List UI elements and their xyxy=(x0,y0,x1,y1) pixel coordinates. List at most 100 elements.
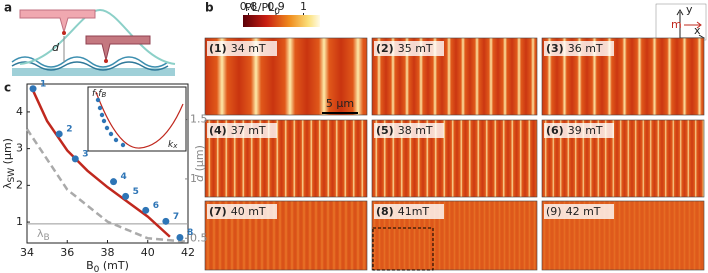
inset-point xyxy=(120,142,126,148)
y-tick-label: 3 xyxy=(16,142,23,155)
colorbar-tick-label: 0.8 xyxy=(240,0,258,13)
d_curve-curve xyxy=(25,128,189,244)
axis-y-label: y xyxy=(686,3,693,16)
inset-y-label: f-fB xyxy=(92,89,106,100)
y-tick-label: 4 xyxy=(16,105,23,118)
image-label-box xyxy=(544,41,614,56)
y2-axis-label-main: d xyxy=(193,174,206,182)
image-field: 41mT xyxy=(398,205,430,218)
inset-y-sub: B xyxy=(101,91,106,99)
image-field: 36 mT xyxy=(568,42,603,55)
image-label: (6) 39 mT xyxy=(546,124,603,137)
y2-axis-label-unit: (µm) xyxy=(193,145,206,175)
inset-x-main: k xyxy=(168,140,174,150)
inset-point xyxy=(108,131,114,137)
inset-point xyxy=(101,118,107,124)
y2-tick-label: 1.5 xyxy=(190,113,208,126)
image-index: (5) xyxy=(376,124,394,137)
y-axis-label-main: λ xyxy=(1,182,14,189)
inset-x-label: kx xyxy=(168,140,178,151)
inset-point xyxy=(113,137,119,143)
data-point xyxy=(110,178,118,186)
inset-point xyxy=(97,105,103,111)
image-label-box xyxy=(207,41,277,56)
y2-tick-label: 1 xyxy=(190,172,197,185)
x-tick-label: 34 xyxy=(20,246,34,259)
pl-image xyxy=(204,37,368,116)
data-point xyxy=(176,233,184,241)
data-point xyxy=(55,130,63,138)
zoom-box xyxy=(372,227,434,271)
image-label-box xyxy=(374,123,444,138)
point-label: 6 xyxy=(153,201,159,211)
image-field: 40 mT xyxy=(231,205,266,218)
x-axis-label-main: B xyxy=(86,259,94,272)
axis-x-label: x xyxy=(694,24,701,37)
point-label: 4 xyxy=(121,172,127,182)
x-axis-label: B0 (mT) xyxy=(86,259,129,273)
x-tick-label: 42 xyxy=(181,246,195,259)
image-label-box xyxy=(207,204,277,219)
image-label: (2) 35 mT xyxy=(376,42,433,55)
x-axis-label-unit: (mT) xyxy=(99,259,129,272)
point-label: 5 xyxy=(133,187,139,197)
image-index: (8) xyxy=(376,205,394,218)
schematic xyxy=(11,8,176,76)
point-label: 2 xyxy=(66,124,72,134)
image-label: (7) 40 mT xyxy=(209,205,266,218)
image-index: (1) xyxy=(209,42,227,55)
panel-label: a xyxy=(4,1,12,15)
image-field: 38 mT xyxy=(398,124,433,137)
inset-y-main: f-f xyxy=(92,89,103,99)
image-label: (4) 37 mT xyxy=(209,124,266,137)
image-label: (1) 34 mT xyxy=(209,42,266,55)
point-label: 1 xyxy=(40,79,46,89)
inset-point xyxy=(99,112,105,118)
colorbar xyxy=(243,15,320,27)
image-index: (2) xyxy=(376,42,394,55)
colorbar-tick-label: 0.9 xyxy=(267,0,285,13)
colorbar-label-main: PL/PL xyxy=(245,1,275,14)
image-label-box xyxy=(374,204,444,219)
colorbar-label-sub: 0 xyxy=(274,7,280,17)
d-label: d xyxy=(52,41,60,54)
axis-m-label: m xyxy=(671,18,682,31)
fit-curve xyxy=(29,85,171,238)
image-index: (6) xyxy=(546,124,564,137)
inset-point xyxy=(95,97,101,103)
y2-axis-label: d (µm) xyxy=(193,145,206,182)
inset-x-sub: x xyxy=(172,142,178,150)
image-index: (9) xyxy=(546,205,562,218)
image-field: 35 mT xyxy=(398,42,433,55)
y2-tick-label: 0.5 xyxy=(190,231,208,244)
data-point xyxy=(71,155,79,163)
lambda-b-main: λ xyxy=(37,227,44,240)
image-label-box xyxy=(207,123,277,138)
image-field: 42 mT xyxy=(566,205,601,218)
inset-point xyxy=(104,125,110,131)
data-point xyxy=(122,192,130,200)
image-index: (4) xyxy=(209,124,227,137)
image-field: 34 mT xyxy=(231,42,266,55)
lambda-b-sub: B xyxy=(44,232,50,242)
lambda-b-label: λB xyxy=(37,227,50,243)
image-field: 37 mT xyxy=(231,124,266,137)
colorbar-tick-label: 1 xyxy=(300,0,307,13)
x-tick-label: 40 xyxy=(141,246,155,259)
image-field: 39 mT xyxy=(568,124,603,137)
x-tick-label: 36 xyxy=(60,246,74,259)
y-tick-label: 2 xyxy=(16,178,23,191)
image-label: (8) 41mT xyxy=(376,205,429,218)
point-label: 8 xyxy=(187,228,193,238)
panel-label: b xyxy=(205,1,214,15)
x-axis-label-sub: 0 xyxy=(94,265,100,273)
image-label: (9) 42 mT xyxy=(546,205,601,218)
panel-label: c xyxy=(4,81,11,95)
data-point xyxy=(162,217,170,225)
scale-bar-label: 5 µm xyxy=(326,97,354,110)
y-axis-label: λSW (µm) xyxy=(1,138,17,189)
image-index: (3) xyxy=(546,42,564,55)
colorbar-label: PL/PL0 xyxy=(245,1,280,17)
data-point xyxy=(29,85,37,93)
